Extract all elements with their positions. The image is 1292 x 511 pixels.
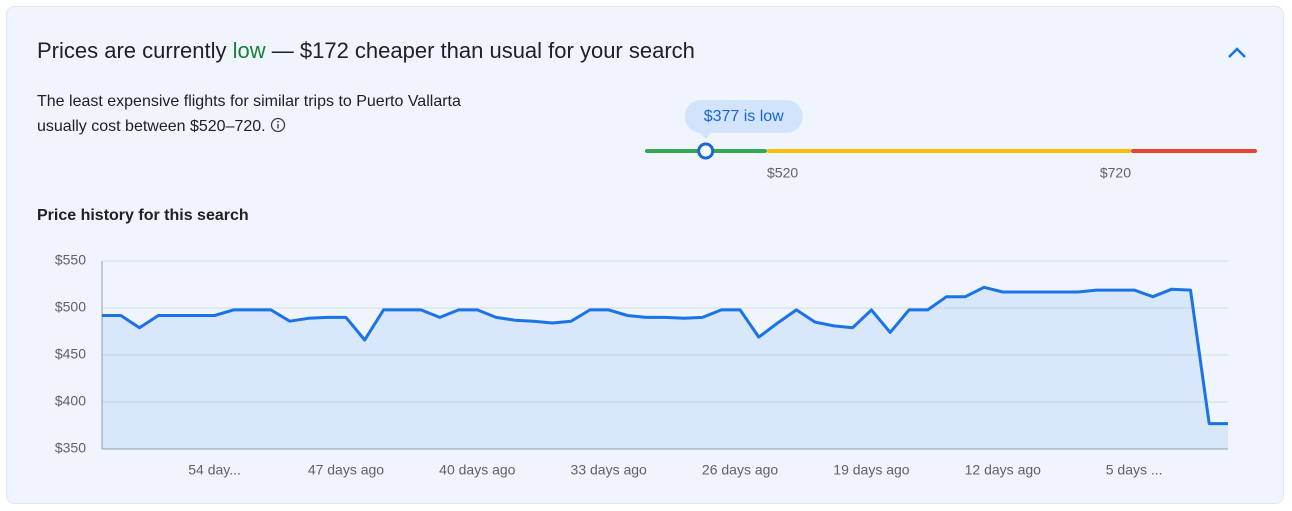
summary-text: The least expensive flights for similar …	[37, 93, 461, 135]
y-tick-label: $550	[55, 252, 86, 268]
title-highlight: low	[232, 38, 266, 63]
price-line	[102, 285, 1228, 426]
x-tick-label: 47 days ago	[308, 462, 384, 478]
chart-title: Price history for this search	[37, 207, 249, 224]
info-icon[interactable]	[270, 117, 286, 133]
badge-text: $377 is low	[704, 108, 784, 125]
y-tick-label: $400	[55, 393, 86, 409]
price-badge	[684, 100, 803, 133]
x-tick-label: 40 days ago	[439, 462, 515, 478]
x-tick-label: 54 day...	[188, 462, 241, 478]
price-insights-card	[6, 6, 1284, 504]
y-tick-label: $350	[55, 440, 86, 456]
title-start: Prices are currently	[37, 38, 233, 63]
title-end: — $172 cheaper than usual for your searc…	[265, 38, 695, 63]
summary: The least expensive flights for similar …	[37, 89, 477, 139]
y-tick-label: $500	[55, 299, 86, 315]
badge-pointer	[699, 132, 712, 139]
range-tick-label: $720	[1100, 165, 1131, 181]
price-marker	[697, 142, 715, 160]
y-tick-label: $450	[55, 346, 86, 362]
x-tick-label: 26 days ago	[702, 462, 778, 478]
x-tick-label: 19 days ago	[833, 462, 909, 478]
x-tick-label: 5 days ...	[1106, 462, 1163, 478]
price-area	[102, 287, 1228, 449]
collapse-chevron[interactable]	[1228, 47, 1246, 58]
x-tick-label: 33 days ago	[571, 462, 647, 478]
x-tick-label: 12 days ago	[965, 462, 1041, 478]
card-title: Prices are currently low — $172 cheaper …	[37, 38, 695, 64]
range-tick-label: $520	[767, 165, 798, 181]
